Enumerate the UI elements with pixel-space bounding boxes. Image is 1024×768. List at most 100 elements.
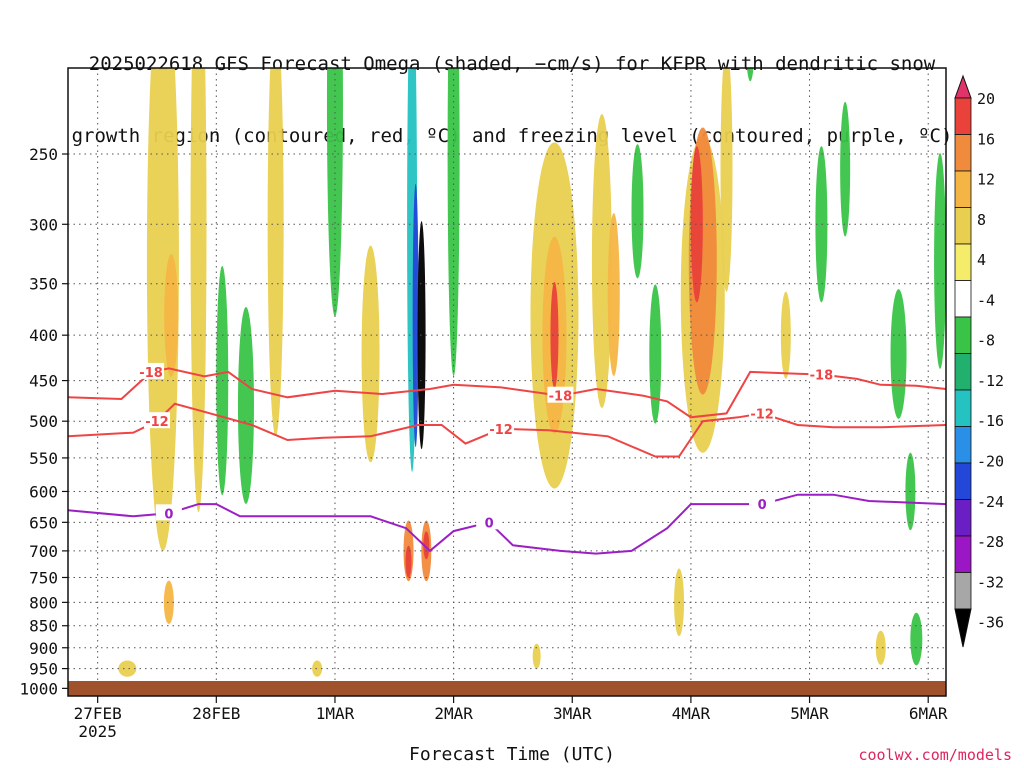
x-axis-title: Forecast Time (UTC) — [409, 744, 615, 765]
contour-label: -18 — [139, 366, 163, 381]
contour-label-bg — [488, 419, 515, 436]
colorbar-swatch — [954, 499, 972, 537]
y-tick-label: 700 — [29, 542, 58, 561]
y-tick-label: 250 — [29, 145, 58, 164]
colorbar-swatch — [954, 280, 972, 318]
colorbar-label: -12 — [977, 372, 1004, 390]
colorbar: 20 16 12 8 4 -4 -8 -12 -16 -20 -24 -28 -32 -36 — [954, 74, 1004, 648]
omega-cell — [890, 289, 907, 419]
omega-cell — [267, 68, 284, 436]
grid-lines — [68, 68, 946, 696]
colorbar-label: 20 — [977, 90, 995, 108]
contour-label: -18 — [549, 390, 573, 405]
plot-frame — [67, 67, 947, 697]
colorbar-swatch — [954, 535, 972, 573]
omega-cell — [780, 291, 791, 379]
colorbar-swatch — [954, 207, 972, 245]
colorbar-label: -8 — [977, 332, 995, 350]
contour-label: -12 — [489, 423, 513, 438]
contour-label-bg — [749, 404, 776, 421]
y-tick-label: 300 — [29, 215, 58, 234]
omega-cell — [405, 545, 412, 578]
x-tick-label: 28FEB — [192, 704, 240, 723]
omega-cell — [607, 213, 620, 377]
colorbar-swatch — [954, 353, 972, 391]
omega-cell — [118, 660, 137, 677]
x-tick-label: 5MAR — [790, 704, 829, 723]
y-tick-label: 550 — [29, 449, 58, 468]
omega-cell — [146, 68, 179, 551]
contour-label-bg — [749, 495, 776, 512]
colorbar-label: -36 — [977, 614, 1004, 632]
x-tick-sublabel: 2025 — [78, 722, 117, 741]
colorbar-top-arrow — [954, 74, 972, 99]
colorbar-label: -4 — [977, 291, 995, 309]
y-axis: 250 300 350 400 450 500 550 600 650 700 750 800 850 9… — [19, 145, 68, 698]
y-tick-label: 600 — [29, 482, 58, 501]
x-tick-label: 4MAR — [672, 704, 711, 723]
y-tick-label: 900 — [29, 639, 58, 658]
chart-title-line2: growth region (contoured, red, ºC) and f… — [71, 125, 953, 147]
omega-cell — [875, 630, 886, 665]
contour-label: -12 — [145, 415, 169, 430]
colorbar-label: -32 — [977, 573, 1004, 591]
omega-cell — [412, 183, 419, 448]
contour-label-bg — [547, 386, 574, 403]
colorbar-label: -20 — [977, 453, 1004, 471]
x-tick-label: 6MAR — [909, 704, 948, 723]
omega-cell — [447, 68, 460, 377]
colorbar-swatch — [954, 316, 972, 354]
y-tick-label: 350 — [29, 275, 58, 294]
omega-cell — [423, 531, 430, 560]
contour-label-bg — [143, 412, 170, 429]
contour-lines: -18 -18 -18 -12 -12 -12 0 0 0 — [68, 362, 946, 555]
site-credit[interactable]: coolwx.com/models — [858, 746, 1012, 764]
y-tick-label: 650 — [29, 513, 58, 532]
x-axis: 27FEB 28FEB 1MAR 2MAR 3MAR 4MAR 5MAR 6MAR 2025 — [74, 696, 948, 741]
x-tick-label: 27FEB — [74, 704, 122, 723]
omega-shading — [118, 68, 946, 677]
contour-label-bg — [808, 365, 835, 382]
y-tick-label: 400 — [29, 326, 58, 345]
omega-cell — [417, 221, 426, 450]
omega-cell — [840, 101, 851, 237]
contour-label-bg — [155, 504, 182, 521]
colorbar-swatch — [954, 462, 972, 500]
omega-cell — [591, 114, 612, 408]
y-tick-label: 850 — [29, 617, 58, 636]
x-tick-label: 1MAR — [316, 704, 355, 723]
colorbar-swatch — [954, 134, 972, 172]
colorbar-label: 16 — [977, 130, 995, 148]
contour-label: -18 — [810, 369, 834, 384]
omega-cell — [164, 254, 179, 377]
omega-cell — [361, 245, 380, 463]
colorbar-label: 12 — [977, 171, 995, 189]
colorbar-swatch — [954, 572, 972, 610]
colorbar-label: -28 — [977, 533, 1004, 551]
y-tick-label: 450 — [29, 372, 58, 391]
colorbar-swatch — [954, 243, 972, 281]
colorbar-label: 4 — [977, 251, 986, 269]
ground-surface — [68, 681, 946, 696]
contour-label: -12 — [750, 407, 774, 422]
colorbar-label: -24 — [977, 493, 1004, 511]
omega-cell — [237, 307, 254, 504]
y-tick-label: 750 — [29, 568, 58, 587]
omega-cell — [815, 146, 828, 303]
colorbar-label: -16 — [977, 412, 1004, 430]
contour-label: 0 — [758, 498, 767, 513]
y-tick-label: 800 — [29, 593, 58, 612]
chart-title-line1: 2025022618 GFS Forecast Omega (shaded, −… — [88, 53, 936, 75]
colorbar-label: 8 — [977, 211, 986, 229]
omega-cell — [163, 580, 174, 625]
omega-cell — [631, 144, 644, 279]
omega-cell — [934, 153, 946, 369]
omega-cell — [312, 660, 323, 677]
colorbar-swatch — [954, 170, 972, 208]
omega-cell — [910, 612, 923, 666]
omega-cell — [532, 643, 541, 669]
omega-cell — [746, 68, 754, 82]
contour-label-bg — [138, 362, 165, 379]
colorbar-bottom-arrow — [954, 608, 972, 648]
